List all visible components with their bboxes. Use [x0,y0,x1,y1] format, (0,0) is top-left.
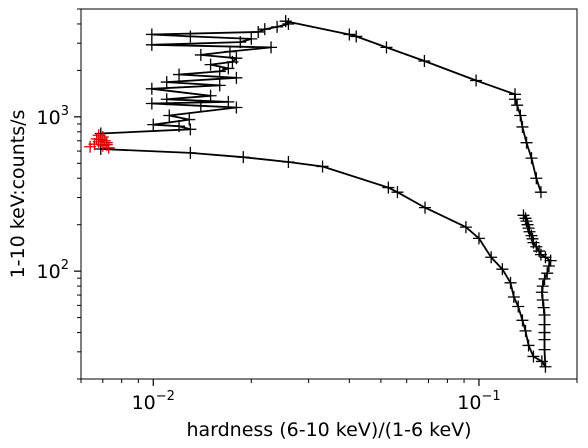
series-1-point-29 [145,28,158,41]
y-tick-label: 103 [37,104,69,129]
series-0-point-39 [526,232,539,245]
series-0-point-29 [536,280,549,293]
series-layer [84,15,557,373]
series-0-point-2 [237,151,250,164]
series-1-point-16 [173,68,186,81]
series-1-point-12 [145,82,158,95]
series-1-point-39 [470,74,483,87]
series-1 [94,15,547,199]
series-1-point-25 [145,38,158,51]
series-1-point-1 [184,123,197,136]
series-0-point-28 [535,286,548,299]
series-1-point-37 [380,41,393,54]
series-1-point-22 [194,48,207,61]
series-0-point-27 [536,294,549,307]
series-1-point-24 [265,41,278,54]
series-1-point-31 [258,23,271,36]
series-2-point-11 [100,136,113,149]
y-axis-title: 1-10 keV:counts/s [7,110,29,279]
plot-frame [80,8,578,380]
series-0-point-17 [522,339,535,352]
series-1-point-41 [508,93,521,106]
series-1-point-27 [245,32,258,45]
series-0-point-15 [516,314,529,327]
series-1-point-18 [222,62,235,75]
series-0-point-25 [538,308,551,321]
series-0-point-32 [542,259,555,272]
series-1-point-38 [418,55,431,68]
series-1-point-44 [516,120,529,133]
series-1-point-36 [350,30,363,43]
series-1-point-2 [173,120,186,133]
series-1-point-4 [183,113,196,126]
series-1-point-28 [184,30,197,43]
series-1-point-45 [520,136,533,149]
y-tick-label: 102 [37,258,69,283]
series-0-point-21 [538,343,551,356]
series-1-point-13 [213,79,226,92]
series-1-point-33 [282,17,295,30]
series-1-point-48 [534,186,547,199]
series-0-point-6 [391,186,404,199]
series-1-point-17 [213,65,226,78]
series-0-point-45 [519,212,532,225]
series-1-point-35 [343,28,356,41]
series-2-point-10 [92,129,105,142]
series-0-point-3 [282,155,295,168]
series-1-point-14 [160,76,173,89]
series-1-point-43 [514,109,527,122]
series-0-point-13 [507,290,520,303]
series-1-point-9 [222,95,235,108]
series-0-point-9 [472,232,485,245]
series-1-point-5 [163,109,176,122]
series-2-point-7 [102,141,115,154]
series-0-point-30 [538,272,551,285]
series-0-point-14 [512,300,525,313]
series-0 [94,142,557,373]
series-0-point-31 [541,267,554,280]
series-0-point-46 [517,209,530,222]
series-1-point-11 [204,89,217,102]
series-0-point-4 [316,160,329,173]
series-1-point-42 [511,99,524,112]
axis-layer: 10−2 10−1 102 103 [37,8,578,414]
series-1-point-3 [147,118,160,131]
x-tick-label: 10−1 [457,389,500,414]
series-1-point-15 [230,71,243,84]
x-axis-title: hardness (6-10 keV)/(1-6 keV) [186,419,471,441]
series-0-point-10 [485,251,498,264]
series-1-point-7 [194,99,207,112]
series-1-point-10 [160,93,173,106]
series-0-point-12 [504,276,517,289]
series-0-point-44 [520,215,533,228]
series-0-point-26 [537,301,550,314]
series-1-point-19 [204,58,217,71]
series-1-point-26 [234,36,247,49]
series-1-point-23 [223,45,236,58]
series-1-point-46 [525,152,538,165]
series-1-point-21 [230,52,243,65]
series-0-point-11 [496,263,509,276]
series-1-point-6 [230,101,243,114]
series-0-point-20 [539,360,552,373]
series-1-point-32 [271,20,284,33]
plot-area [81,9,577,379]
series-1-point-8 [145,97,158,110]
series-0-point-16 [519,324,532,337]
series-1-point-34 [279,15,292,28]
series-0-point-7 [419,201,432,214]
series-2 [84,129,115,154]
series-0-point-1 [184,146,197,159]
series-1-point-47 [530,172,543,185]
x-tick-label: 10−2 [132,389,175,414]
series-1-point-30 [252,25,265,38]
series-0-point-18 [527,350,540,363]
series-0-point-8 [459,221,472,234]
series-0-point-5 [382,181,395,194]
